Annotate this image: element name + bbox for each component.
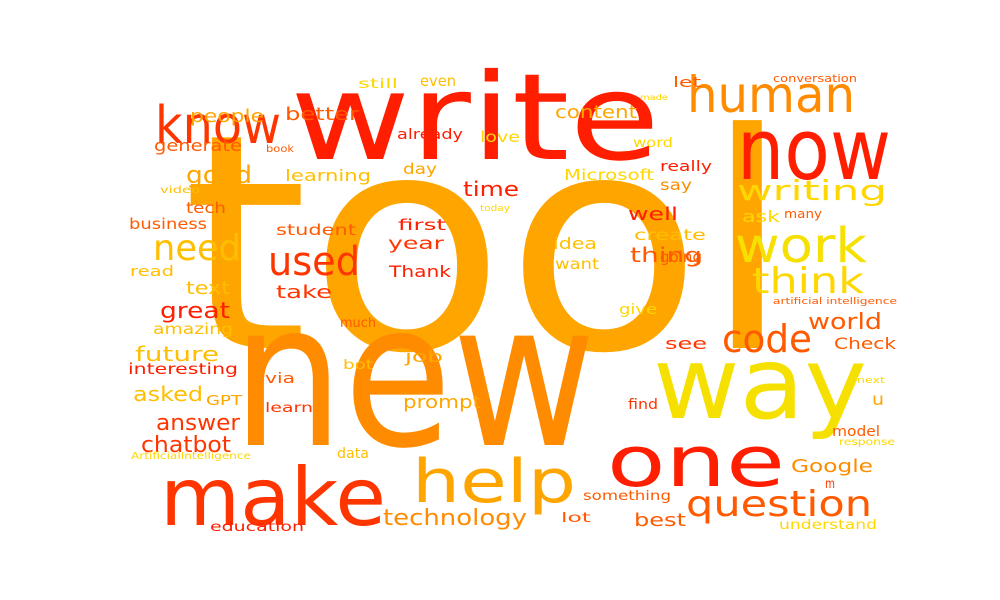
word-artificialintelligence: ArtificialIntelligence	[131, 451, 251, 462]
word-going: going	[660, 248, 702, 266]
word-something: something	[583, 489, 671, 504]
word-idea: idea	[553, 234, 597, 253]
word-one: one	[607, 421, 785, 503]
word-content: content	[555, 102, 637, 123]
word-think: think	[752, 261, 864, 302]
word-next: next	[857, 376, 886, 386]
word-best: best	[634, 510, 686, 531]
word-question: question	[686, 484, 872, 525]
word-asked: asked	[133, 382, 203, 406]
word-thank: Thank	[388, 262, 452, 281]
word-say: say	[660, 176, 692, 194]
word-future: future	[135, 342, 219, 366]
word-understand: understand	[779, 518, 877, 533]
word-good: good	[186, 161, 252, 189]
word-take: take	[276, 282, 332, 303]
word-interesting: interesting	[128, 360, 238, 378]
word-thing: thing	[630, 243, 702, 267]
word-time: time	[463, 177, 519, 201]
word-really: really	[660, 159, 712, 175]
word-write: write	[290, 49, 660, 188]
word-tool: tool	[182, 70, 792, 419]
word-way: way	[653, 325, 867, 442]
word-google: Google	[791, 456, 873, 477]
word-new: new	[232, 260, 596, 493]
word-give: give	[619, 302, 657, 318]
word-video: video	[160, 185, 200, 196]
word-artificial-intelligence: artificial intelligence	[773, 297, 898, 307]
word-work: work	[735, 218, 867, 274]
word-word: word	[633, 136, 673, 151]
word-year: year	[388, 234, 444, 254]
word-code: code	[722, 317, 812, 361]
word-let: let	[673, 75, 702, 91]
word-find: find	[628, 397, 658, 413]
word-used: used	[268, 239, 360, 285]
word-student: student	[276, 221, 356, 239]
word-lot: lot	[561, 511, 591, 526]
word-well: well	[628, 204, 678, 225]
word-much: much	[340, 316, 376, 331]
word-world: world	[808, 310, 882, 335]
word-m: m	[825, 477, 835, 492]
word-microsoft: Microsoft	[564, 166, 654, 184]
word-made: made	[640, 93, 668, 102]
word-make: make	[160, 451, 386, 544]
word-help: help	[412, 447, 576, 517]
word-generate: generate	[154, 136, 242, 155]
word-amazing: amazing	[153, 320, 233, 338]
word-model: model	[832, 424, 880, 440]
word-data: data	[337, 446, 369, 462]
word-want: want	[555, 255, 599, 273]
word-answer: answer	[156, 411, 241, 436]
word-today: today	[480, 204, 511, 214]
word-chatbot: chatbot	[141, 433, 231, 458]
word-text: text	[186, 278, 230, 299]
word-conversation: conversation	[773, 72, 857, 85]
word-u: u	[872, 390, 884, 410]
word-create: create	[634, 226, 706, 244]
word-need: need	[153, 228, 241, 269]
word-see: see	[665, 334, 707, 353]
word-great: great	[160, 299, 230, 324]
word-better: better	[285, 104, 360, 125]
word-learn: learn	[265, 401, 313, 416]
word-job: job	[403, 347, 443, 366]
word-writing: writing	[737, 174, 887, 207]
word-gpt: GPT	[206, 394, 242, 409]
word-know: know	[155, 96, 281, 156]
word-now: now	[737, 101, 891, 200]
word-many: many	[784, 207, 822, 221]
word-read: read	[130, 264, 174, 280]
word-day: day	[403, 160, 437, 178]
word-bot: bot	[343, 358, 373, 373]
word-check: Check	[834, 334, 897, 353]
word-learning: learning	[285, 166, 371, 185]
word-tech: tech	[186, 199, 226, 217]
word-education: education	[210, 520, 304, 535]
word-already: already	[397, 127, 463, 143]
word-response: response	[839, 437, 895, 448]
word-first: first	[398, 216, 446, 234]
word-prompt: prompt	[403, 392, 481, 413]
word-business: business	[129, 215, 207, 233]
word-still: still	[358, 77, 398, 92]
word-even: even	[420, 72, 456, 90]
word-human: human	[687, 66, 855, 124]
word-book: book	[266, 144, 294, 155]
word-people: people	[190, 106, 264, 127]
word-via: via	[265, 371, 295, 387]
word-technology: technology	[383, 506, 527, 531]
word-ask: ask	[742, 207, 781, 226]
word-love: love	[480, 128, 520, 146]
